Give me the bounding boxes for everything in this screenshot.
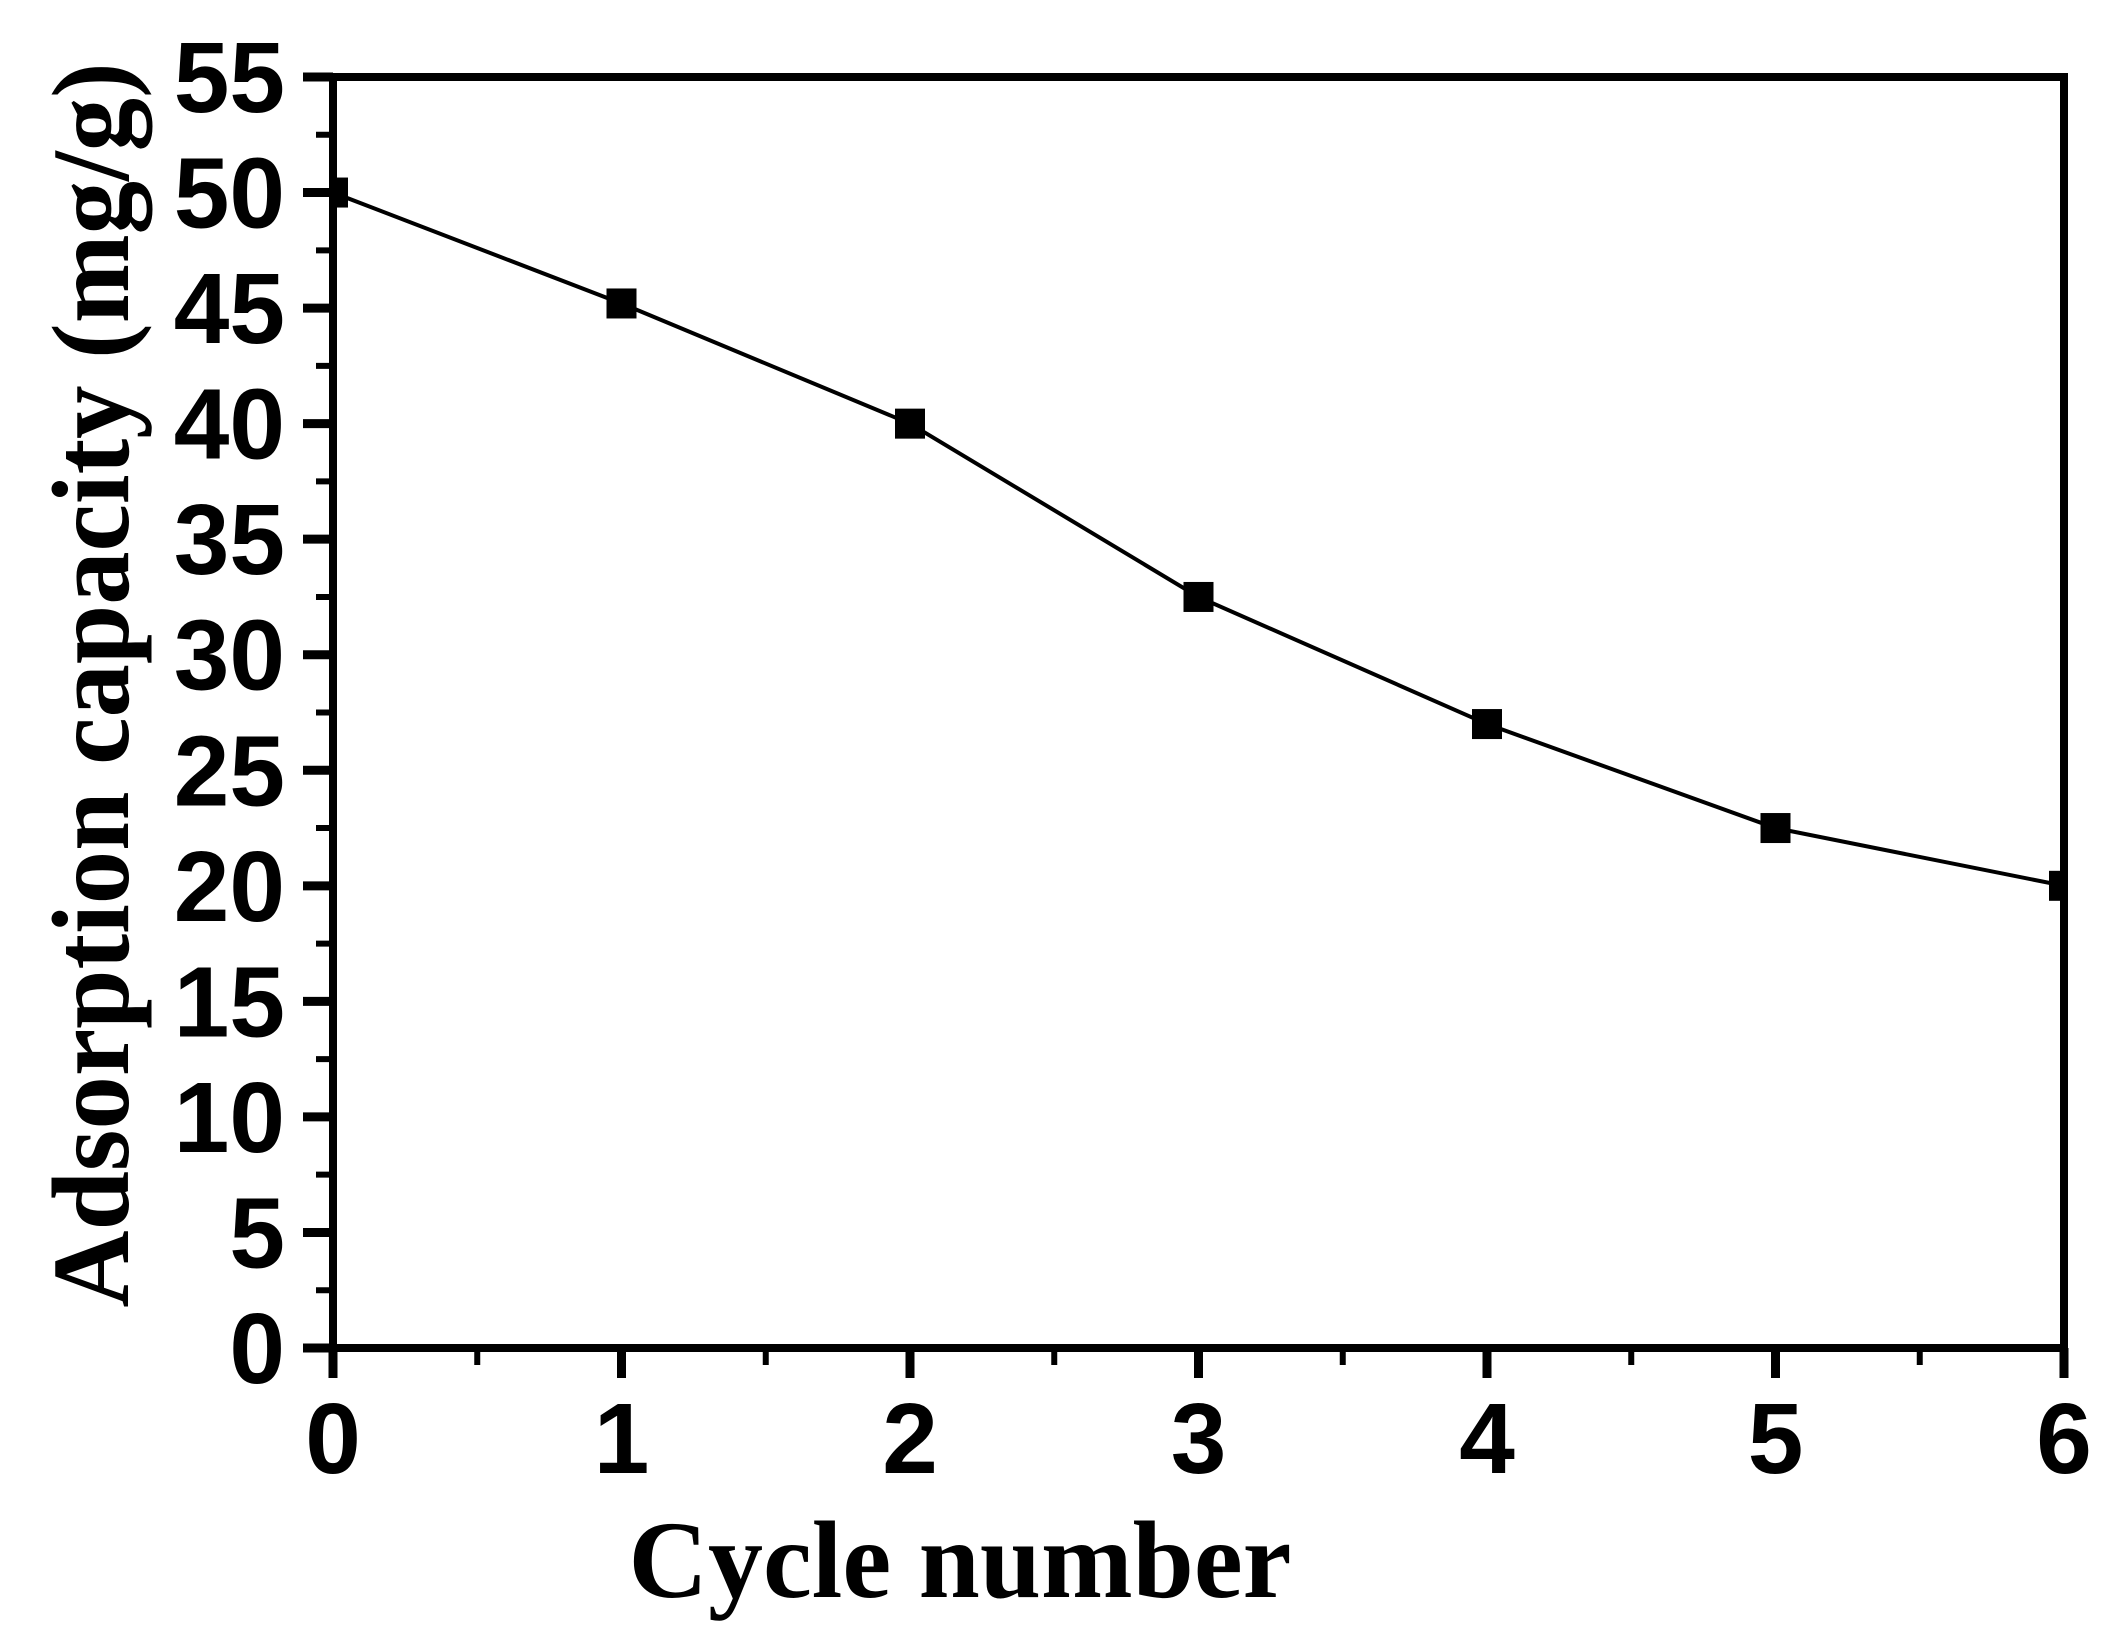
y-tick-label: 40 (174, 369, 285, 481)
x-tick-label: 6 (2036, 1383, 2092, 1495)
data-series (333, 177, 2064, 901)
axis-ticks (303, 72, 2069, 1378)
x-tick-label: 4 (1459, 1383, 1515, 1495)
y-tick-label: 0 (229, 1293, 285, 1405)
data-point-marker (1760, 813, 1791, 844)
x-tick-label: 2 (882, 1383, 938, 1495)
data-point-marker (606, 288, 637, 319)
y-tick-label: 45 (174, 253, 285, 365)
x-tick-label: 0 (305, 1383, 361, 1495)
x-tick-label: 5 (1748, 1383, 1804, 1495)
x-axis-title: Cycle number (629, 1499, 1292, 1621)
y-tick-label: 15 (174, 946, 285, 1058)
y-tick-label: 5 (229, 1177, 285, 1289)
y-tick-label: 50 (174, 138, 285, 250)
plot-border (329, 73, 2068, 1352)
y-tick-label: 20 (174, 831, 285, 943)
plot-frame (329, 73, 2068, 1352)
data-point-marker (1183, 581, 1214, 612)
y-axis-title: Adsorption capacity (mg/g) (30, 63, 152, 1308)
data-point-marker (1472, 709, 1502, 740)
y-tick-label: 25 (174, 715, 285, 827)
x-tick-label: 3 (1171, 1383, 1227, 1495)
data-point-marker (895, 408, 925, 439)
x-tick-label: 1 (594, 1383, 650, 1495)
y-tick-label: 35 (174, 484, 285, 596)
y-tick-label: 55 (174, 22, 285, 134)
series-line (333, 190, 2064, 888)
y-tick-label: 10 (174, 1062, 285, 1174)
y-tick-label: 30 (174, 600, 285, 712)
